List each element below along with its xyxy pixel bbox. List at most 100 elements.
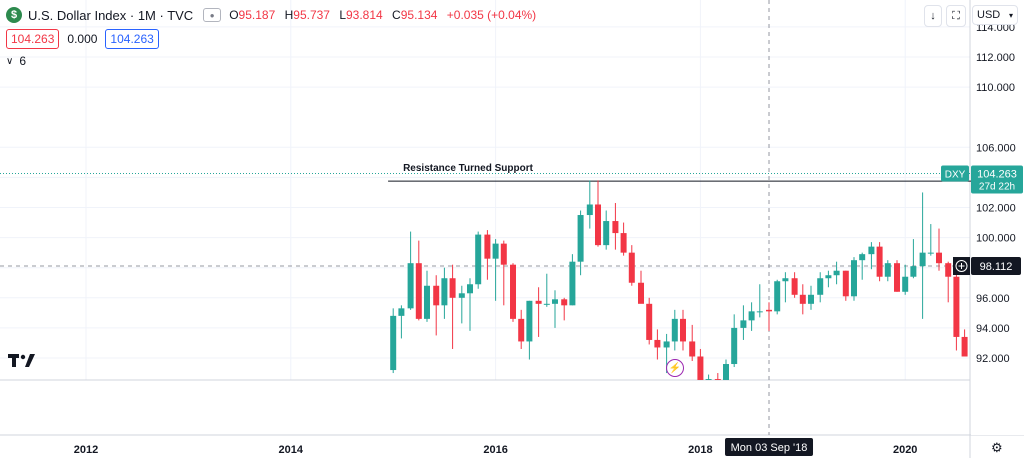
candle (500, 240, 507, 306)
time-tick-label: 2014 (279, 444, 304, 456)
candle-body (577, 215, 584, 262)
candle-body (612, 221, 619, 234)
currency-select[interactable]: USD ▾ (972, 5, 1018, 25)
open-value: 95.187 (238, 8, 276, 22)
currency-label: USD (977, 9, 1001, 21)
candle-body (433, 285, 440, 306)
candle (935, 228, 942, 271)
price-axis[interactable]: 92.00094.00096.00098.000100.000102.00010… (971, 0, 1024, 435)
candle (458, 285, 465, 324)
candle-body (654, 339, 661, 348)
candle (449, 264, 456, 349)
ohlc-values: O95.187 H95.737 L93.814 C95.134 +0.035 (… (229, 8, 542, 22)
candle-body (833, 270, 840, 276)
symbol-tag-label: DXY (945, 169, 966, 180)
candle-body (679, 318, 686, 342)
candle (782, 272, 789, 303)
bid-price[interactable]: 104.263 (6, 29, 60, 49)
tradingview-logo-icon (8, 354, 35, 367)
candle (697, 348, 704, 380)
low-key: L (339, 8, 346, 22)
candle (756, 284, 763, 318)
candle (586, 180, 593, 229)
candle-body (646, 303, 653, 340)
candle-body (484, 234, 491, 259)
candle-body (697, 356, 704, 380)
candle (646, 297, 653, 345)
candle-series (390, 180, 968, 380)
crosshair-price-label: 98.112 (980, 261, 1013, 273)
candle (766, 302, 773, 331)
candle-body (398, 308, 405, 316)
level-lines (0, 172, 1024, 182)
download-button[interactable]: ↓ (924, 5, 942, 27)
candle-body (441, 278, 448, 306)
candle-body (390, 315, 397, 371)
lightning-icon[interactable]: ⚡ (666, 359, 684, 377)
candle-body (500, 243, 507, 265)
settings-icon[interactable]: ⚙ (991, 440, 1003, 455)
symbol-header[interactable]: $ U.S. Dollar Index · 1M · TVC ● O95.187… (6, 5, 542, 25)
candle-body (415, 263, 422, 319)
candle-body (689, 341, 696, 357)
price-tick-label: 102.000 (976, 203, 1016, 215)
candle (620, 222, 627, 256)
last-price-label: 104.263 (977, 168, 1017, 180)
close-key: C (392, 8, 401, 22)
fullscreen-icon: ⛶ (952, 9, 960, 22)
fullscreen-button[interactable]: ⛶ (946, 5, 966, 27)
candle-body (586, 204, 593, 216)
chevron-down-icon[interactable]: ∨ (6, 55, 14, 67)
price-tick-label: 94.000 (976, 323, 1010, 335)
candle (868, 242, 875, 270)
candle (689, 324, 696, 362)
plus-icon (955, 260, 968, 273)
chevron-down-icon: ▾ (1008, 10, 1013, 20)
crosshair-date-label: Mon 03 Sep '18 (731, 442, 808, 454)
time-axis[interactable]: 201220142016201820202022202420262028 (74, 444, 1024, 456)
candle-body (449, 278, 456, 298)
time-tick-label: 2018 (688, 444, 712, 456)
candle (467, 278, 473, 331)
candle-body (935, 252, 942, 264)
crosshair (0, 0, 970, 435)
candle (551, 290, 558, 328)
candle-body (807, 294, 814, 304)
symbol-logo: $ (6, 7, 22, 23)
candle-body (663, 341, 670, 348)
candle (577, 210, 584, 276)
candle-body (628, 252, 635, 283)
candle-body (535, 300, 542, 304)
candle (919, 192, 926, 319)
candle (415, 240, 422, 321)
candle (825, 270, 832, 288)
close-value: 95.134 (400, 8, 438, 22)
candle-body (859, 254, 866, 261)
price-tick-label: 112.000 (976, 52, 1015, 64)
candle-body (825, 275, 832, 279)
ask-price[interactable]: 104.263 (105, 29, 159, 49)
candle (714, 373, 721, 380)
candle-body (620, 233, 627, 253)
download-icon: ↓ (930, 10, 936, 22)
candle-body (407, 263, 414, 309)
candle-body (458, 293, 465, 298)
candle (884, 260, 891, 282)
candle-body (518, 318, 525, 342)
indicators-toggle[interactable]: ∨ 6 (6, 54, 26, 68)
candle-body (671, 318, 678, 342)
visibility-icon[interactable]: ● (203, 8, 222, 22)
candle (475, 231, 482, 289)
candle-body (876, 246, 883, 277)
candle-body (423, 285, 430, 319)
symbol-tag (941, 165, 969, 182)
candle (390, 308, 397, 374)
candle-body (851, 260, 857, 297)
open-key: O (229, 8, 239, 22)
candle-body (868, 246, 875, 255)
last-price-tag (971, 165, 1023, 194)
symbol-title[interactable]: U.S. Dollar Index · 1M · TVC (28, 7, 194, 23)
